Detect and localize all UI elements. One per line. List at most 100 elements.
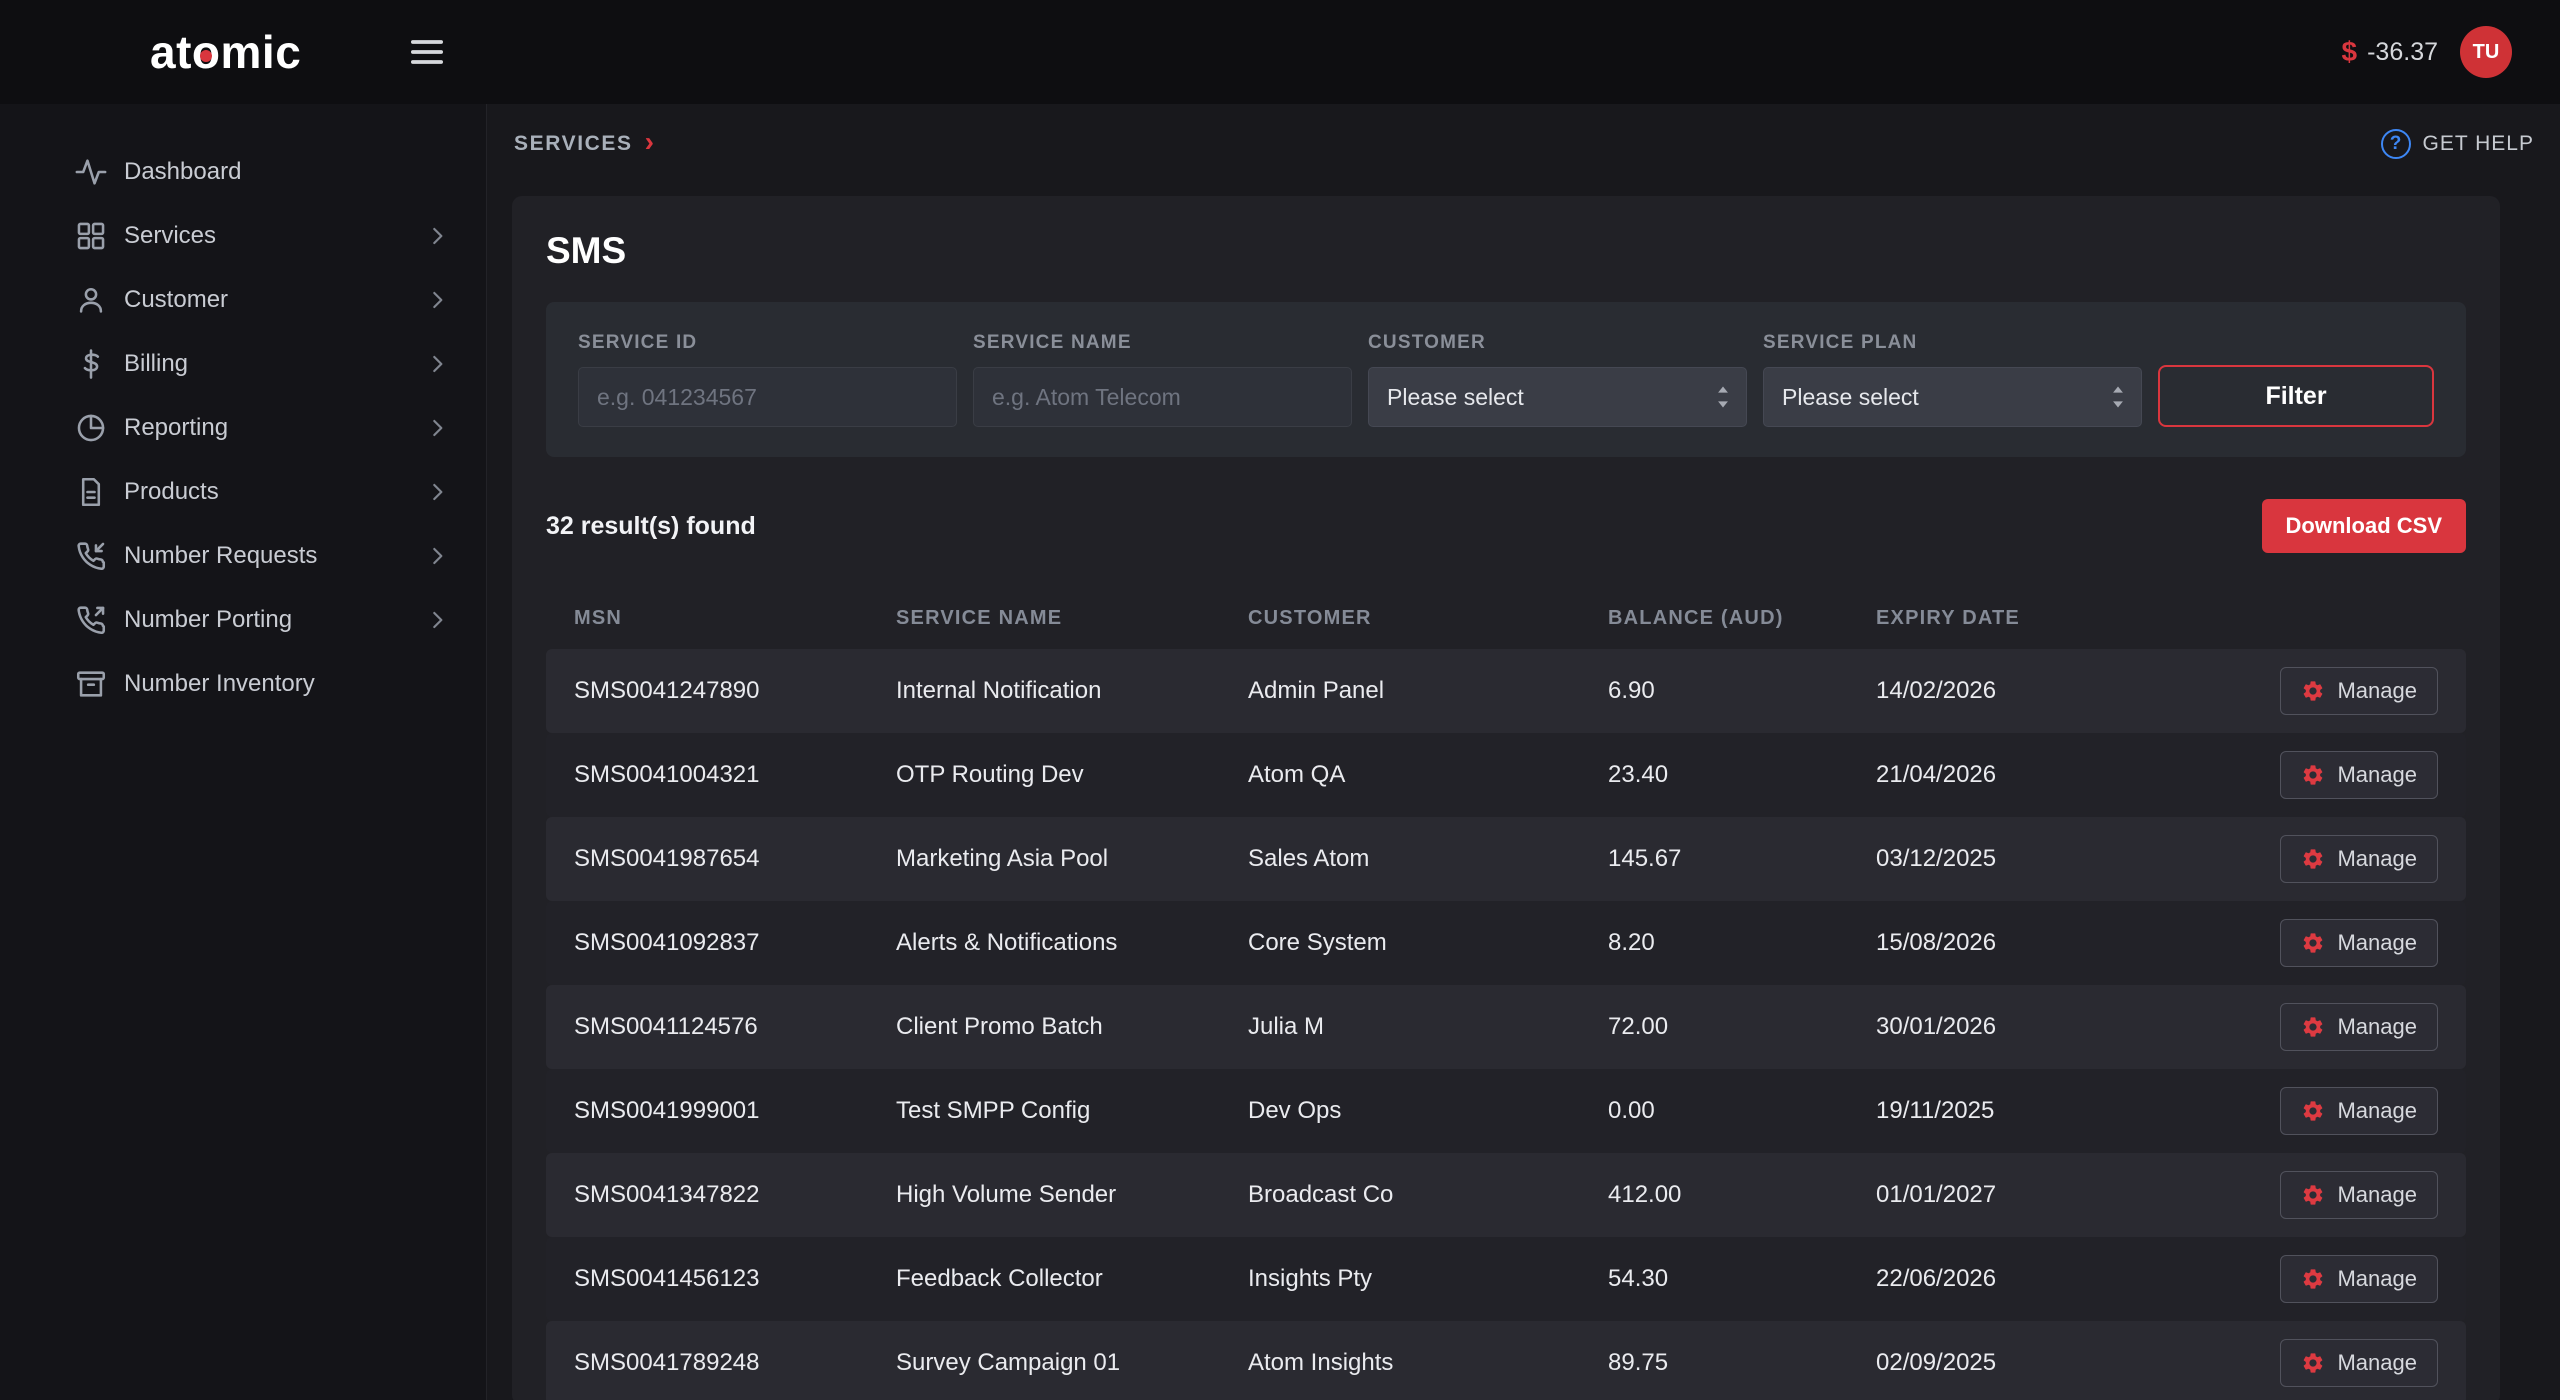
cell-expiry: 03/12/2025 (1876, 845, 1997, 872)
sidebar-item-services[interactable]: Services (0, 204, 486, 268)
customer-select-value: Please select (1387, 383, 1524, 410)
manage-button[interactable]: Manage (2280, 1171, 2438, 1219)
chevron-right-icon (424, 479, 450, 505)
sms-card: SMS SERVICE ID SERVICE NAME CUSTOMER Ple… (512, 196, 2500, 1400)
phone-outgoing-icon (74, 603, 108, 637)
cell-expiry: 14/02/2026 (1876, 677, 1997, 704)
manage-label: Manage (2337, 762, 2417, 787)
header-balance: BALANCE (AUD) (1608, 606, 1784, 629)
user-avatar[interactable]: TU (2460, 26, 2512, 78)
sidebar-item-customer[interactable]: Customer (0, 268, 486, 332)
sidebar-item-dashboard[interactable]: Dashboard (0, 140, 486, 204)
sidebar-item-label: Products (124, 478, 219, 505)
manage-button[interactable]: Manage (2280, 835, 2438, 883)
service-id-field: SERVICE ID (578, 332, 957, 427)
service-id-label: SERVICE ID (578, 332, 698, 353)
breadcrumb[interactable]: SERVICES › (514, 128, 654, 156)
gear-icon (2304, 765, 2323, 785)
table-row: SMS0041999001 Test SMPP Config Dev Ops 0… (546, 1069, 2466, 1153)
sidebar-item-products[interactable]: Products (0, 460, 486, 524)
sidebar-item-label: Number Requests (124, 542, 318, 569)
filter-button[interactable]: Filter (2158, 365, 2434, 427)
chevron-right-icon (424, 415, 450, 441)
cell-msn: SMS0041347822 (574, 1181, 760, 1208)
chevron-right-icon (424, 287, 450, 313)
account-balance: $ -36.37 (2342, 36, 2438, 68)
manage-button[interactable]: Manage (2280, 1339, 2438, 1387)
cell-balance: 412.00 (1608, 1181, 1682, 1208)
gear-icon (2304, 1185, 2323, 1205)
sidebar-item-number-porting[interactable]: Number Porting (0, 588, 486, 652)
cell-msn: SMS0041456123 (574, 1265, 760, 1292)
service-plan-select[interactable]: Please select (1763, 367, 2142, 427)
cell-service-name: Survey Campaign 01 (896, 1349, 1121, 1376)
cell-expiry: 22/06/2026 (1876, 1265, 1997, 1292)
manage-label: Manage (2337, 1350, 2417, 1375)
get-help-button[interactable]: ? GET HELP (2380, 129, 2534, 159)
cell-balance: 0.00 (1608, 1097, 1655, 1124)
phone-incoming-icon (74, 539, 108, 573)
cell-actions: Manage (2248, 667, 2438, 715)
cell-actions: Manage (2248, 1171, 2438, 1219)
menu-toggle-button[interactable] (407, 32, 447, 72)
question-mark-icon: ? (2380, 129, 2411, 159)
services-table: MSN SERVICE NAME CUSTOMER BALANCE (AUD) … (546, 587, 2466, 1400)
cell-customer: Broadcast Co (1248, 1181, 1394, 1208)
cell-balance: 8.20 (1608, 929, 1655, 956)
table-row: SMS0041456123 Feedback Collector Insight… (546, 1237, 2466, 1321)
gear-icon (2304, 1017, 2323, 1037)
sidebar-item-label: Reporting (124, 414, 229, 441)
sidebar-item-reporting[interactable]: Reporting (0, 396, 486, 460)
sidebar-item-number-inventory[interactable]: Number Inventory (0, 652, 486, 716)
header-msn: MSN (574, 606, 623, 629)
manage-button[interactable]: Manage (2280, 1003, 2438, 1051)
cell-msn: SMS0041789248 (574, 1349, 760, 1376)
gear-icon (2304, 1353, 2323, 1373)
cell-msn: SMS0041999001 (574, 1097, 760, 1124)
topbar-right: $ -36.37 TU (2342, 26, 2560, 78)
table-row: SMS0041124576 Client Promo Batch Julia M… (546, 985, 2466, 1069)
manage-label: Manage (2337, 1266, 2417, 1291)
breadcrumb-services[interactable]: SERVICES (514, 132, 633, 155)
cell-expiry: 02/09/2025 (1876, 1349, 1997, 1376)
customer-field: CUSTOMER Please select (1368, 332, 1747, 427)
gear-icon (2304, 681, 2323, 701)
chevron-right-icon (424, 607, 450, 633)
table-header-row: MSN SERVICE NAME CUSTOMER BALANCE (AUD) … (546, 587, 2466, 649)
logo-text: at (150, 26, 192, 78)
user-icon (74, 283, 108, 317)
cell-customer: Julia M (1248, 1013, 1325, 1040)
manage-button[interactable]: Manage (2280, 919, 2438, 967)
cell-service-name: High Volume Sender (896, 1181, 1117, 1208)
cell-customer: Insights Pty (1248, 1265, 1373, 1292)
chevron-right-icon (424, 223, 450, 249)
cell-customer: Core System (1248, 929, 1387, 956)
cell-msn: SMS0041004321 (574, 761, 760, 788)
manage-button[interactable]: Manage (2280, 751, 2438, 799)
cell-actions: Manage (2248, 835, 2438, 883)
cell-msn: SMS0041987654 (574, 845, 760, 872)
results-count: 32 result(s) found (546, 511, 756, 540)
manage-label: Manage (2337, 846, 2417, 871)
gear-icon (2304, 1101, 2323, 1121)
cell-msn: SMS0041124576 (574, 1013, 758, 1040)
service-name-input[interactable] (973, 367, 1352, 427)
service-name-field: SERVICE NAME (973, 332, 1352, 427)
cell-actions: Manage (2248, 1255, 2438, 1303)
cell-service-name: Client Promo Batch (896, 1013, 1103, 1040)
manage-button[interactable]: Manage (2280, 1255, 2438, 1303)
table-body: SMS0041247890 Internal Notification Admi… (546, 649, 2466, 1400)
service-id-input[interactable] (578, 367, 957, 427)
service-plan-field: SERVICE PLAN Please select (1763, 332, 2142, 427)
download-csv-button[interactable]: Download CSV (2261, 499, 2466, 553)
header-service-name: SERVICE NAME (896, 606, 1063, 629)
select-arrows-icon (2111, 384, 2125, 410)
gear-icon (2304, 1269, 2323, 1289)
sidebar-item-billing[interactable]: Billing (0, 332, 486, 396)
logo-text: mic (220, 26, 302, 78)
cell-balance: 23.40 (1608, 761, 1669, 788)
manage-button[interactable]: Manage (2280, 1087, 2438, 1135)
sidebar-item-number-requests[interactable]: Number Requests (0, 524, 486, 588)
manage-button[interactable]: Manage (2280, 667, 2438, 715)
customer-select[interactable]: Please select (1368, 367, 1747, 427)
